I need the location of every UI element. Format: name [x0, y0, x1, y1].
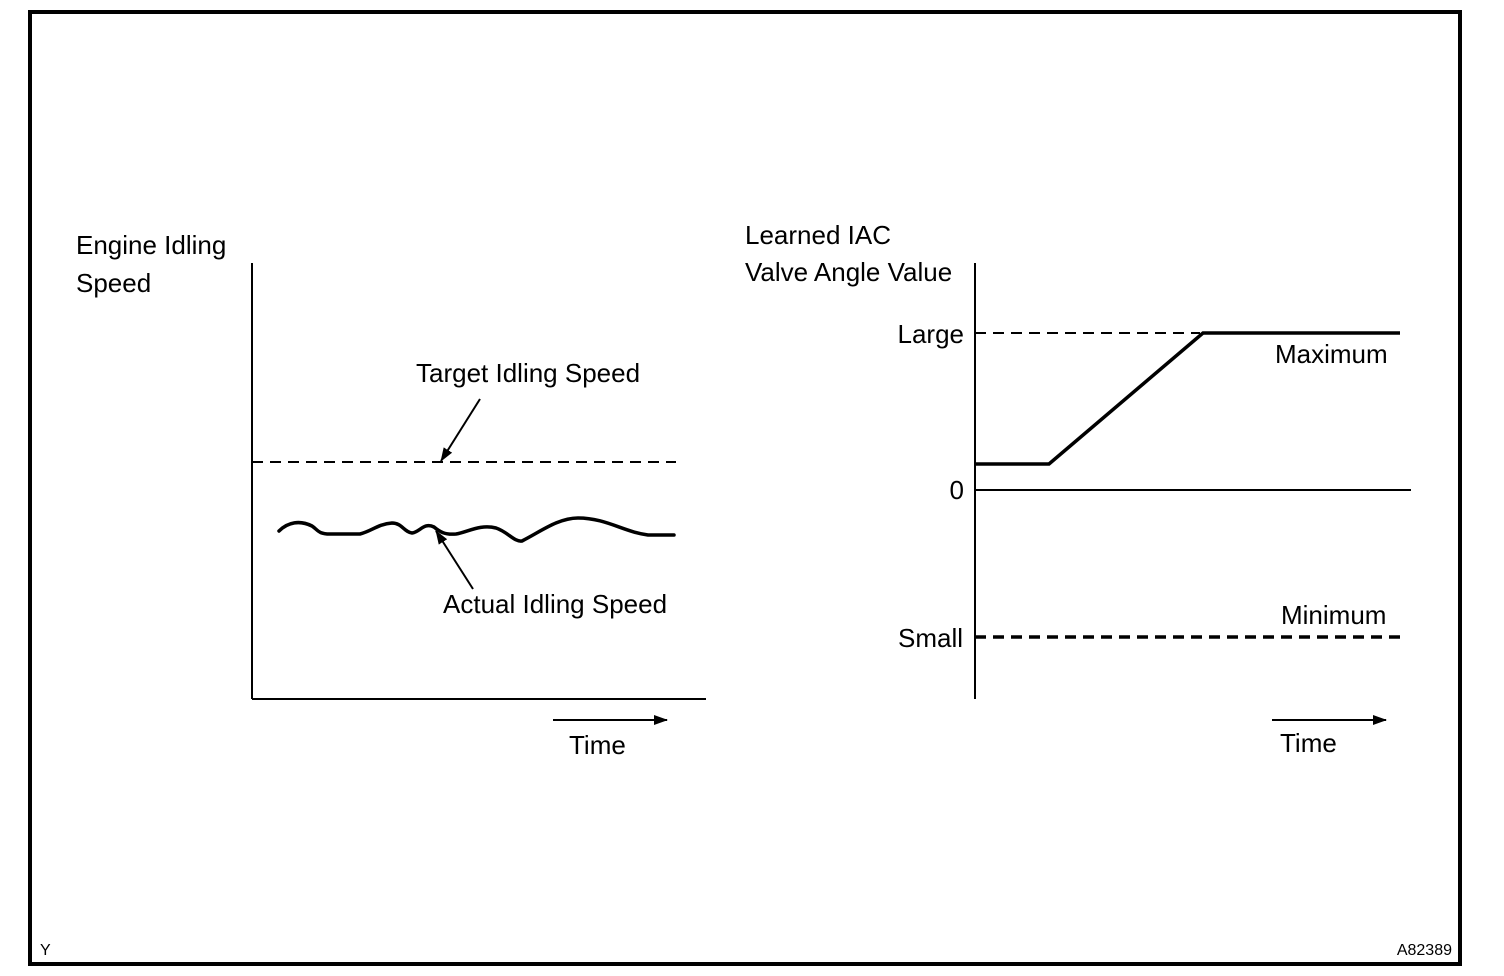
right-chart: Learned IAC Valve Angle Value Large 0 Sm… [745, 220, 1411, 758]
outer-border [28, 10, 1462, 966]
actual-idling-speed-curve [277, 516, 676, 543]
actual-pointer-arrow [435, 530, 474, 590]
right-y-axis-label-line1: Learned IAC [745, 220, 891, 250]
left-y-axis-label-line2: Speed [76, 268, 151, 298]
tick-large: Large [898, 319, 965, 349]
learned-iac-value-curve [975, 331, 1400, 466]
left-y-axis-label-line1: Engine Idling [76, 230, 226, 260]
left-time-label: Time [569, 730, 626, 760]
tick-small: Small [898, 623, 963, 653]
actual-idling-speed-label: Actual Idling Speed [443, 589, 667, 619]
target-pointer-arrow [440, 398, 481, 462]
tick-zero: 0 [950, 475, 964, 505]
left-chart: Engine Idling Speed Target Idling Speed … [76, 230, 706, 760]
figure-id-label: A82389 [1397, 942, 1452, 959]
maximum-label: Maximum [1275, 339, 1388, 369]
corner-label-left: Y [40, 942, 51, 959]
minimum-label: Minimum [1281, 600, 1386, 630]
right-time-label: Time [1280, 728, 1337, 758]
right-y-axis-label-line2: Valve Angle Value [745, 257, 952, 287]
target-idling-speed-label: Target Idling Speed [416, 358, 640, 388]
